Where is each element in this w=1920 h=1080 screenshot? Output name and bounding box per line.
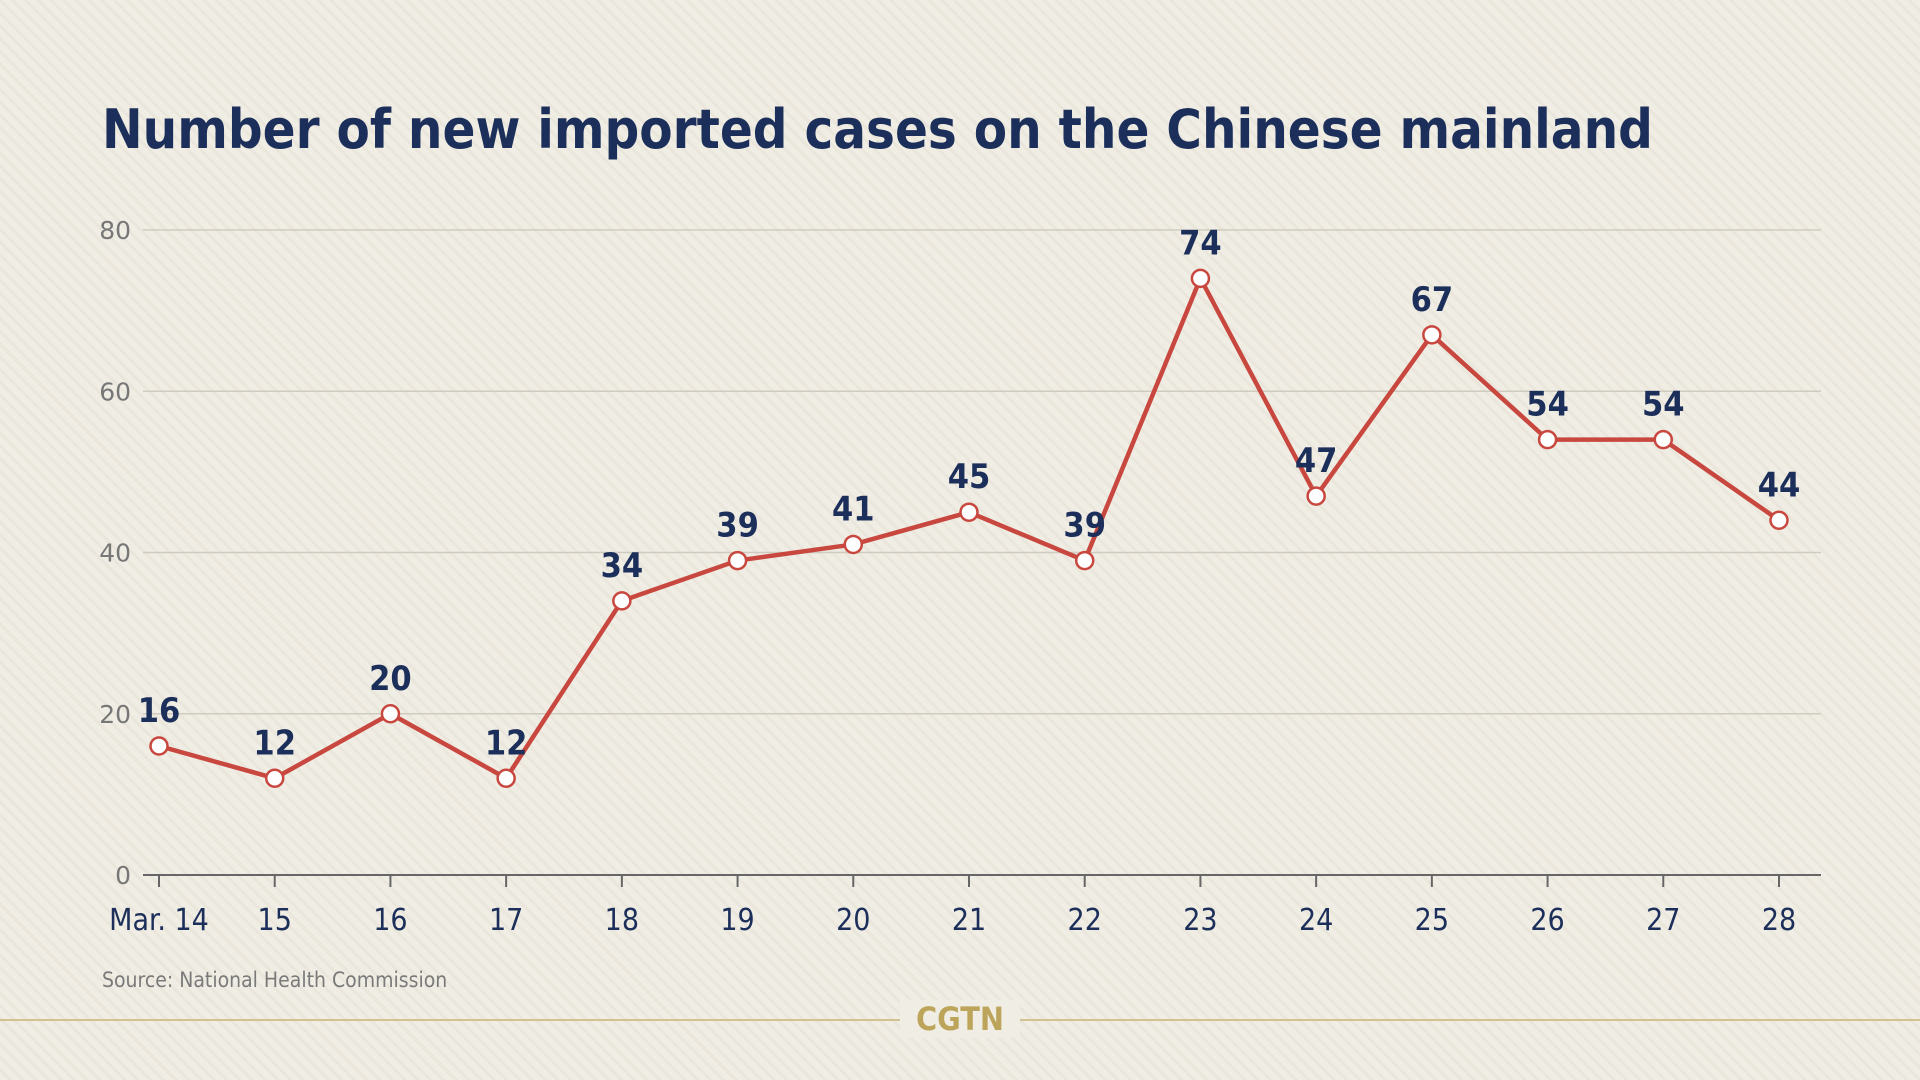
x-tick-label: 25 [1415, 903, 1449, 938]
data-point [1769, 510, 1789, 530]
x-tick-label: Mar. 14 [109, 903, 209, 938]
x-tick-label: 23 [1183, 903, 1217, 938]
y-tick-label: 40 [99, 539, 131, 568]
data-point [727, 550, 748, 571]
data-label: 34 [601, 546, 644, 586]
line-chart: 0 20 40 60 80 Mar. 14 15 16 17 18 19 20 21 22 23 24 25 26… [99, 216, 1821, 938]
series-line [158, 276, 1781, 781]
x-tick-label: 27 [1646, 903, 1680, 938]
data-label: 12 [253, 723, 296, 763]
data-point [1653, 429, 1674, 450]
data-label: 20 [369, 659, 412, 699]
x-tick-label: 18 [605, 903, 639, 938]
data-label: 54 [1526, 385, 1569, 425]
x-tick-label: 24 [1299, 903, 1333, 938]
data-point [1537, 429, 1558, 450]
data-point [1306, 486, 1326, 506]
data-label: 45 [948, 457, 991, 497]
data-label: 74 [1179, 223, 1222, 263]
x-tick-label: 17 [489, 903, 523, 938]
data-point [496, 768, 516, 788]
x-tick-label: 26 [1530, 903, 1564, 938]
cgtn-logo: CGTN [900, 1000, 1020, 1038]
data-point [1422, 325, 1442, 345]
data-point [612, 591, 632, 611]
y-tick-label: 80 [99, 216, 131, 245]
chart-title: Number of new imported cases on the Chin… [102, 98, 1653, 161]
y-tick-label: 60 [99, 377, 131, 406]
x-tick-label: 20 [836, 903, 870, 938]
data-label: 16 [138, 691, 181, 731]
data-label: 67 [1411, 280, 1454, 320]
x-tick-label: 19 [720, 903, 754, 938]
data-label: 41 [832, 489, 875, 529]
data-point [149, 736, 169, 756]
data-point [1074, 550, 1095, 571]
data-label: 47 [1295, 441, 1338, 481]
data-point [264, 768, 285, 788]
y-tick-label: 20 [99, 700, 131, 729]
data-point [380, 704, 401, 724]
data-label: 54 [1642, 385, 1685, 425]
x-tick-label: 21 [952, 903, 986, 938]
y-tick-label: 0 [115, 861, 131, 890]
x-tick-label: 28 [1762, 903, 1796, 938]
data-point [1190, 268, 1211, 289]
data-point [843, 534, 864, 555]
data-label: 39 [716, 506, 759, 546]
x-tick-label: 22 [1068, 903, 1102, 938]
data-label: 12 [485, 723, 528, 763]
x-tick-label: 15 [258, 903, 292, 938]
data-label: 44 [1758, 465, 1801, 505]
data-label: 39 [1063, 506, 1106, 546]
source-note: Source: National Health Commission [102, 968, 448, 992]
x-tick-label: 16 [373, 903, 407, 938]
data-point [959, 502, 979, 522]
